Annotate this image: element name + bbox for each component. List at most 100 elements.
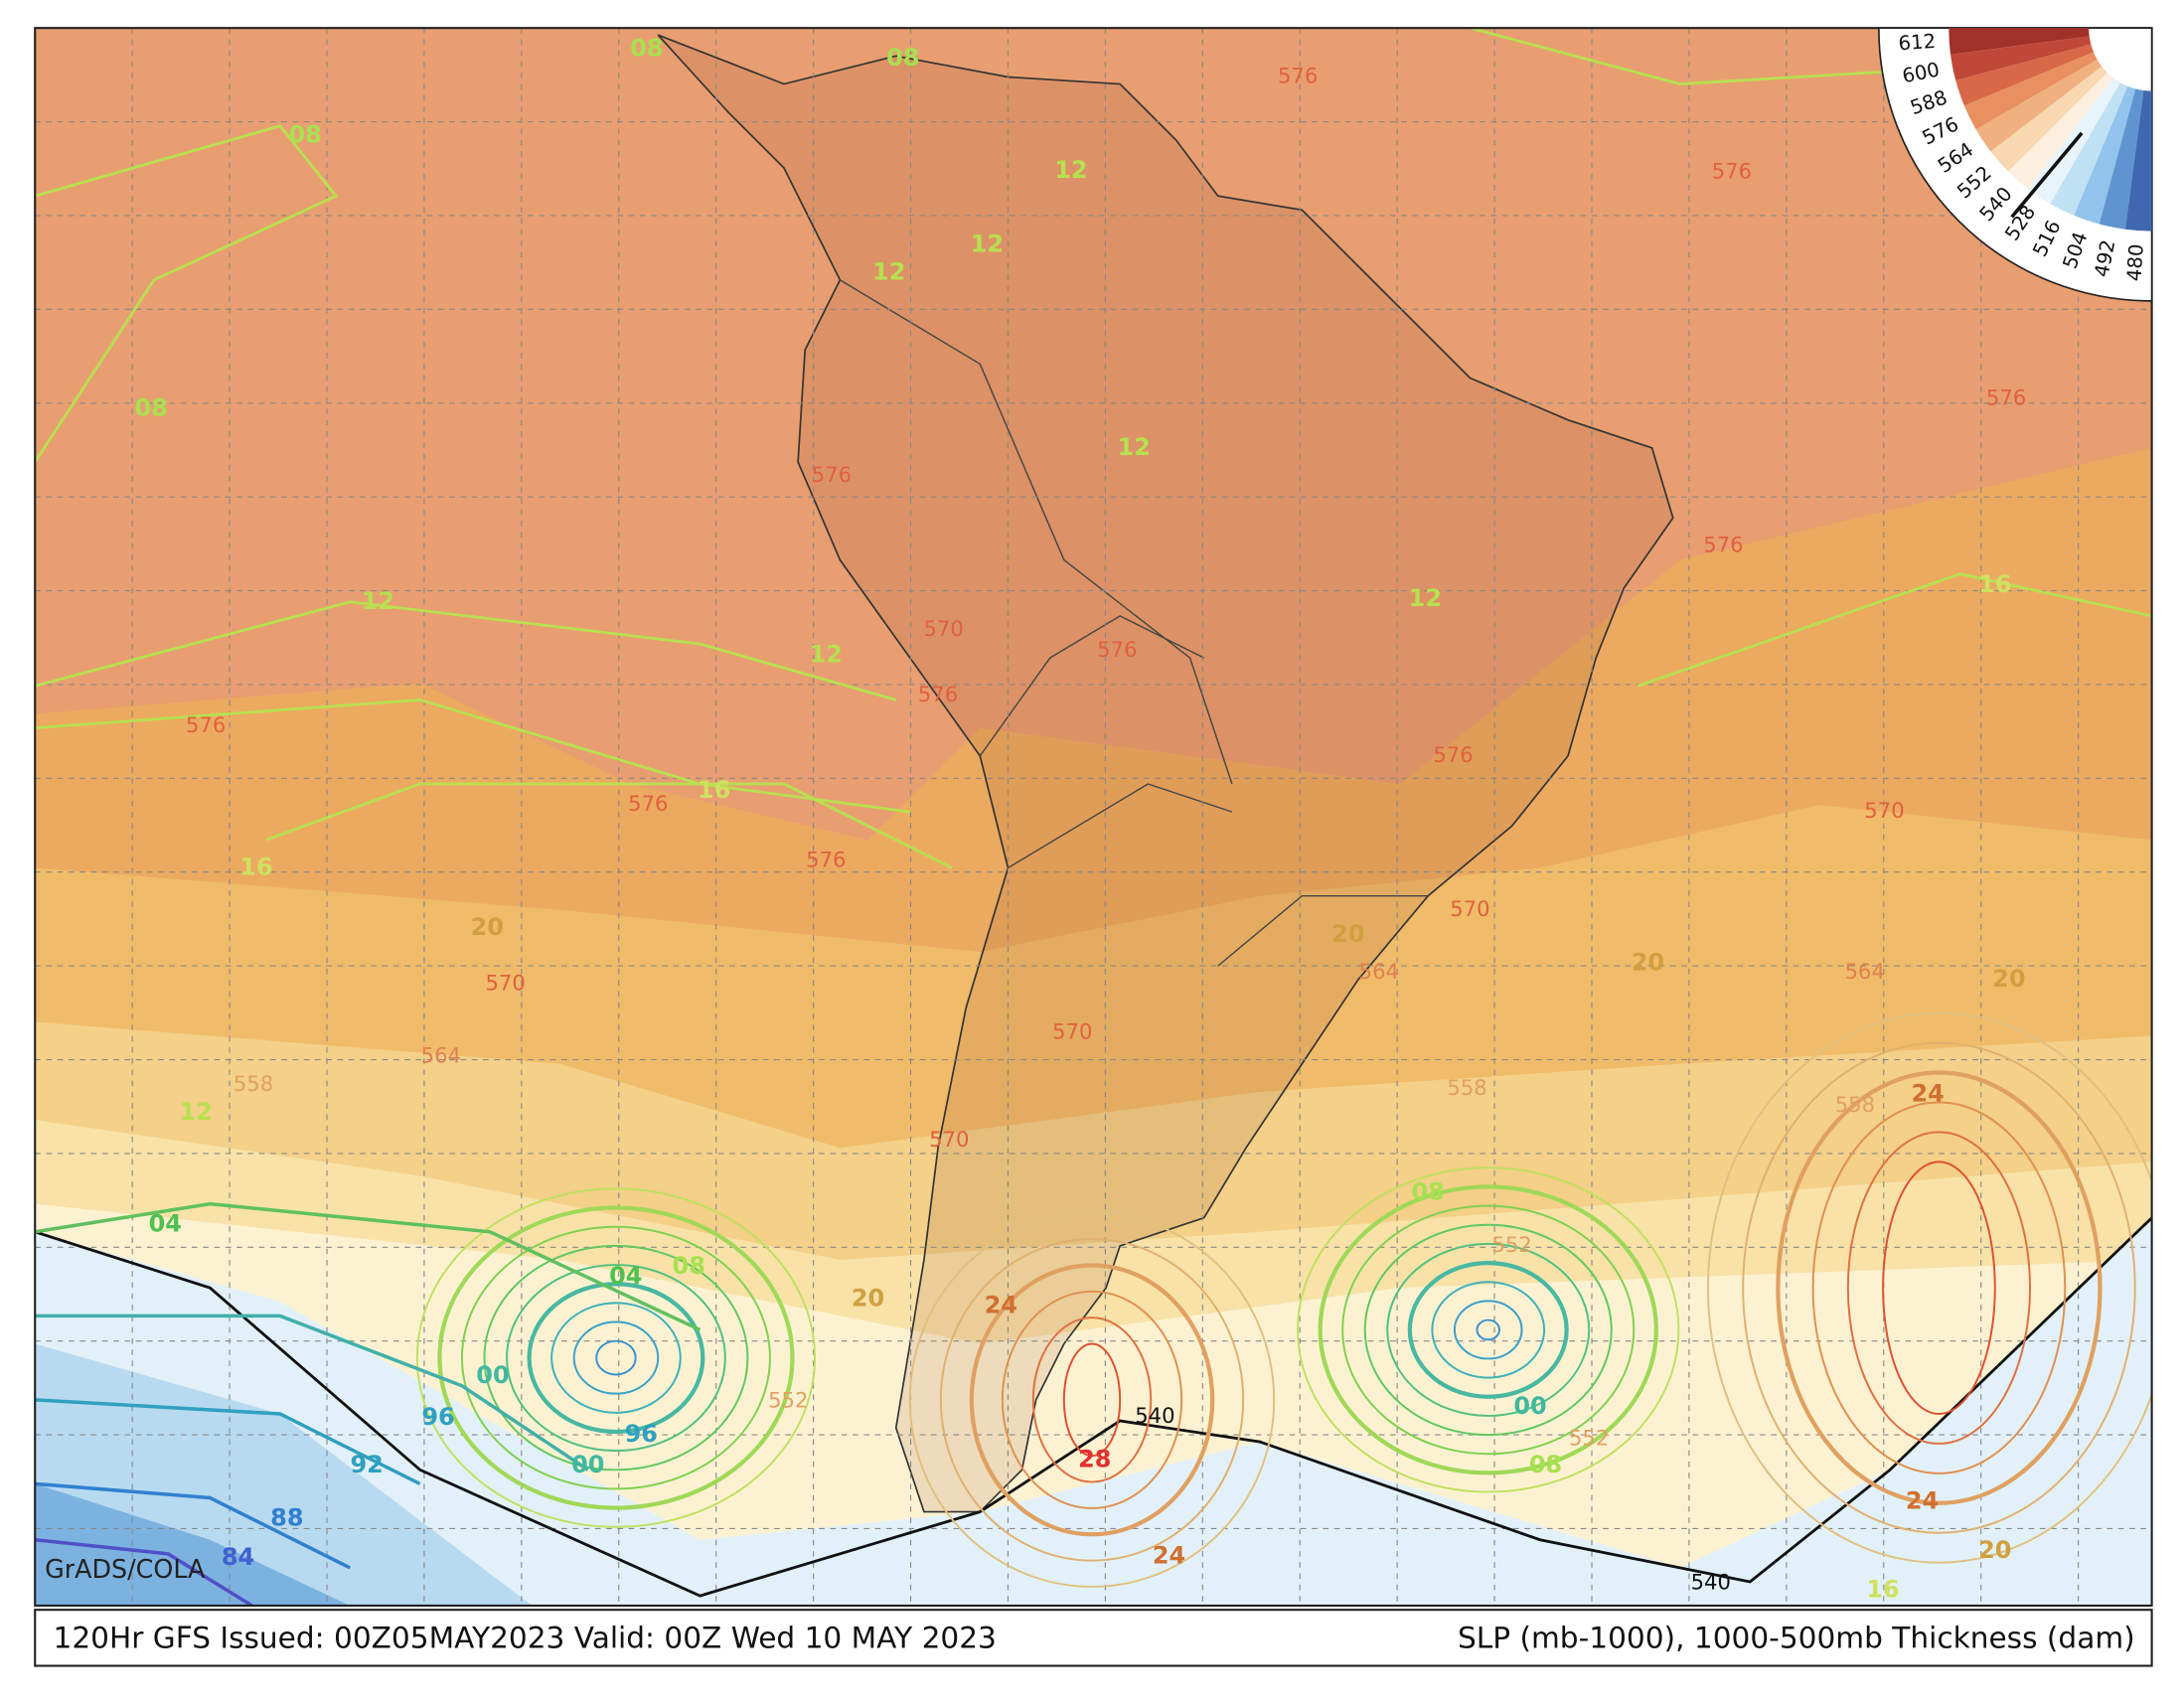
contour-label: 576	[1433, 742, 1473, 767]
contour-label: 552	[768, 1387, 808, 1412]
isobar	[527, 1282, 705, 1435]
contour-label: 08	[1529, 1451, 1562, 1478]
isobar	[939, 1238, 1245, 1562]
contour-label: 540	[1691, 1569, 1731, 1594]
contour-label: 20	[1331, 920, 1364, 948]
contour-label: 12	[1409, 584, 1442, 612]
isobar	[460, 1225, 771, 1490]
contour-label: 12	[872, 258, 905, 286]
contour-label: 24	[1912, 1080, 1945, 1108]
border	[1217, 894, 1429, 967]
thickness-band	[35, 1483, 2152, 1606]
contour-label: 576	[1703, 532, 1743, 556]
isobar	[1453, 1300, 1523, 1360]
contour-label: 20	[1992, 965, 2025, 993]
contour-label: 12	[1054, 156, 1087, 184]
isobar	[1407, 1260, 1569, 1399]
contour-label: 20	[852, 1284, 884, 1312]
contour-label: 558	[1835, 1092, 1875, 1117]
isobar	[1031, 1317, 1153, 1483]
contour-label: 576	[918, 682, 958, 706]
isobar	[1476, 1318, 1500, 1341]
isobar	[1811, 1101, 2067, 1474]
contour-label: 08	[135, 393, 168, 421]
contour-label: 28	[1078, 1445, 1111, 1472]
contour-label: 96	[421, 1403, 454, 1431]
contour-label: 88	[270, 1504, 303, 1532]
isobar	[265, 782, 953, 869]
isobar	[1776, 1070, 2103, 1505]
map-frame	[34, 27, 2153, 1608]
contour-label: 564	[421, 1043, 461, 1068]
isobar	[1318, 1184, 1658, 1475]
contour-label: 08	[288, 121, 321, 149]
contour-label: 564	[1359, 959, 1399, 984]
colorbar-swatch	[1975, 59, 2103, 152]
contour-label: 24	[1153, 1542, 1185, 1570]
isobar	[415, 1187, 817, 1528]
contour-label: 12	[1118, 433, 1151, 461]
isobar	[483, 1244, 749, 1472]
contour-label: 24	[1906, 1487, 1939, 1515]
border	[840, 279, 1233, 785]
contour-label: 20	[471, 913, 504, 941]
isobar	[572, 1320, 660, 1395]
colorbar-swatch	[1990, 66, 2107, 172]
contour-label: 570	[1450, 896, 1489, 921]
contour-label: 16	[239, 852, 272, 880]
contour-label: 576	[1986, 386, 2026, 410]
isobar	[1742, 1041, 2136, 1534]
contour-label: 92	[350, 1451, 383, 1478]
contour-label: 08	[630, 34, 663, 62]
isobar	[1846, 1131, 2031, 1445]
footer-box	[34, 1609, 2153, 1667]
continent	[657, 34, 1674, 1513]
contour-label: 16	[698, 776, 730, 804]
contour-label: 570	[1864, 798, 1904, 823]
colorbar-swatch	[2099, 88, 2144, 230]
isobar	[1062, 1342, 1122, 1458]
contour-label: 570	[485, 970, 525, 995]
contour-label: 24	[985, 1291, 1017, 1318]
colorbar-swatch	[2008, 73, 2113, 190]
thickness-540	[35, 1216, 2152, 1598]
contour-label: 540	[1135, 1403, 1174, 1428]
contour-label: 576	[1097, 637, 1137, 662]
isobar	[1297, 1166, 1680, 1493]
contour-label: 570	[923, 616, 963, 641]
contour-label: 570	[1052, 1019, 1092, 1044]
thickness-band	[35, 1217, 2152, 1606]
contour-label: 04	[609, 1262, 642, 1290]
colorbar-swatch	[1955, 44, 2095, 106]
contour-label: 552	[1492, 1232, 1532, 1257]
contour-label: 576	[1712, 158, 1752, 183]
contour-label: 84	[222, 1543, 254, 1571]
map-field: 08 08 08 08 12 12 12 12 12 12 12 16 16 16 20 20 20 20 20 20…	[35, 28, 2152, 1606]
colorbar-swatch	[2124, 90, 2152, 232]
contour-label: 20	[1978, 1536, 2011, 1564]
isobar	[1707, 1011, 2152, 1564]
isobar	[550, 1302, 682, 1414]
credit: GrADS/COLA	[45, 1554, 206, 1584]
isobar	[1431, 1281, 1546, 1379]
isobar	[35, 1201, 702, 1332]
colorbar-divider	[2010, 131, 2084, 219]
colorbar-swatch	[1949, 28, 2090, 55]
contour-label: 12	[971, 231, 1004, 258]
isobar	[35, 600, 897, 701]
contour-label: 00	[1513, 1392, 1546, 1420]
contour-label: 576	[1278, 63, 1318, 87]
contour-label: 08	[886, 44, 919, 72]
contour-label: 00	[476, 1361, 509, 1389]
isobar	[35, 1481, 352, 1570]
isobar	[35, 1398, 421, 1485]
isobar	[35, 1314, 589, 1472]
colorbar-label: 612	[1898, 30, 1937, 55]
contour-label: 558	[234, 1071, 273, 1096]
contour-label: 570	[929, 1127, 969, 1152]
isobar	[1341, 1204, 1636, 1456]
colorbar-swatch	[2074, 85, 2136, 225]
contour-label: 08	[1411, 1177, 1444, 1205]
